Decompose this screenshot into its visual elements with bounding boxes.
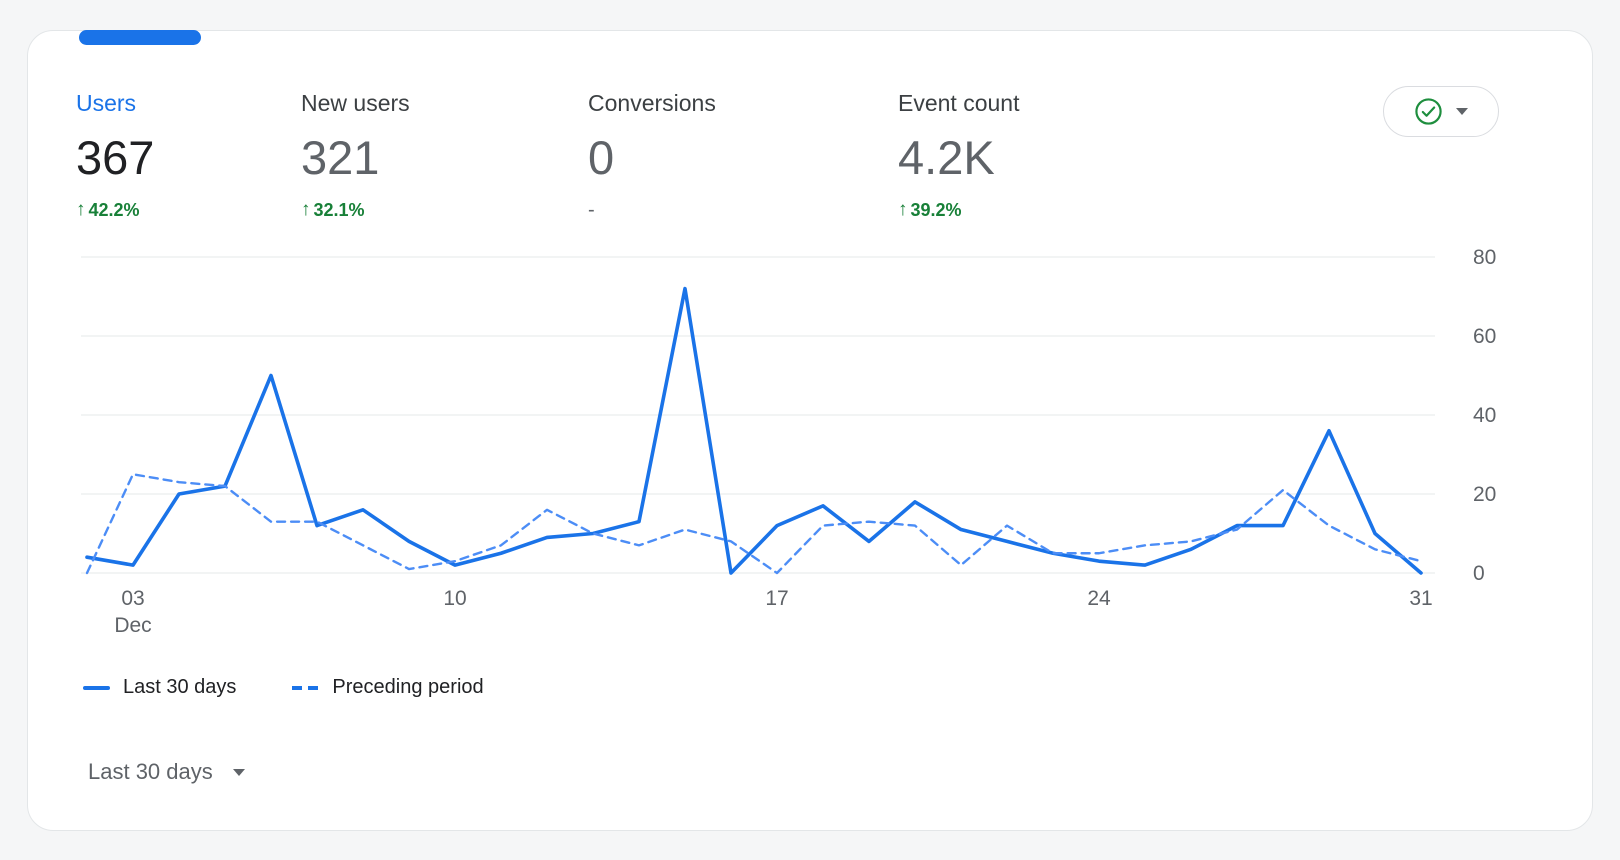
- legend-item-last-30-days: Last 30 days: [83, 676, 236, 699]
- check-circle-icon: [1414, 97, 1443, 126]
- chevron-down-icon: [232, 768, 245, 776]
- metric-value: 367: [76, 131, 155, 184]
- delta-value: -: [588, 199, 595, 221]
- legend-label: Last 30 days: [123, 676, 237, 698]
- dashed-line-swatch-icon: [292, 685, 320, 690]
- metric-event-count[interactable]: Event count 4.2K ↑ 39.2%: [898, 87, 1019, 221]
- delta-value: 42.2%: [88, 200, 140, 220]
- metric-conversions[interactable]: Conversions 0 -: [588, 87, 716, 221]
- metric-delta: ↑ 42.2%: [76, 199, 154, 221]
- svg-text:10: 10: [443, 587, 466, 610]
- up-arrow-icon: ↑: [76, 199, 86, 220]
- svg-text:40: 40: [1473, 404, 1496, 427]
- svg-text:Dec: Dec: [114, 614, 151, 637]
- chart-legend: Last 30 days Preceding period: [83, 676, 484, 699]
- metric-new-users[interactable]: New users 321 ↑ 32.1%: [301, 87, 410, 221]
- metric-value: 0: [588, 131, 615, 184]
- metric-label: Event count: [898, 90, 1020, 116]
- metric-delta: ↑ 39.2%: [898, 199, 1019, 221]
- svg-text:31: 31: [1409, 587, 1432, 610]
- metric-label: New users: [301, 90, 410, 116]
- delta-value: 32.1%: [313, 200, 365, 220]
- svg-text:03: 03: [121, 587, 144, 610]
- analytics-overview-card: Users 367 ↑ 42.2% New users 321 ↑ 32.1% …: [27, 30, 1593, 831]
- metric-delta: -: [588, 199, 716, 221]
- svg-text:24: 24: [1087, 587, 1111, 610]
- legend-item-preceding-period: Preceding period: [292, 676, 484, 699]
- metric-label: Users: [76, 90, 137, 116]
- metric-users[interactable]: Users 367 ↑ 42.2%: [76, 87, 154, 221]
- up-arrow-icon: ↑: [301, 199, 311, 220]
- metric-value: 4.2K: [898, 131, 995, 184]
- svg-text:0: 0: [1473, 562, 1485, 585]
- active-tab-indicator[interactable]: [79, 30, 201, 45]
- svg-text:17: 17: [765, 587, 788, 610]
- legend-label: Preceding period: [332, 676, 484, 698]
- svg-text:80: 80: [1473, 246, 1496, 269]
- metric-delta: ↑ 32.1%: [301, 199, 410, 221]
- svg-text:60: 60: [1473, 325, 1496, 348]
- up-arrow-icon: ↑: [898, 199, 908, 220]
- data-quality-button[interactable]: [1383, 86, 1499, 137]
- chevron-down-icon: [1456, 108, 1468, 115]
- users-line-chart: 0 20 40 60 80 03 Dec 10 17 24 31: [81, 246, 1496, 637]
- delta-value: 39.2%: [910, 200, 962, 220]
- solid-line-swatch-icon: [83, 685, 110, 690]
- metric-label: Conversions: [588, 90, 716, 116]
- metric-value: 321: [301, 131, 380, 184]
- svg-text:20: 20: [1473, 483, 1496, 506]
- date-range-selector[interactable]: Last 30 days: [88, 759, 245, 785]
- date-range-label: Last 30 days: [88, 759, 213, 784]
